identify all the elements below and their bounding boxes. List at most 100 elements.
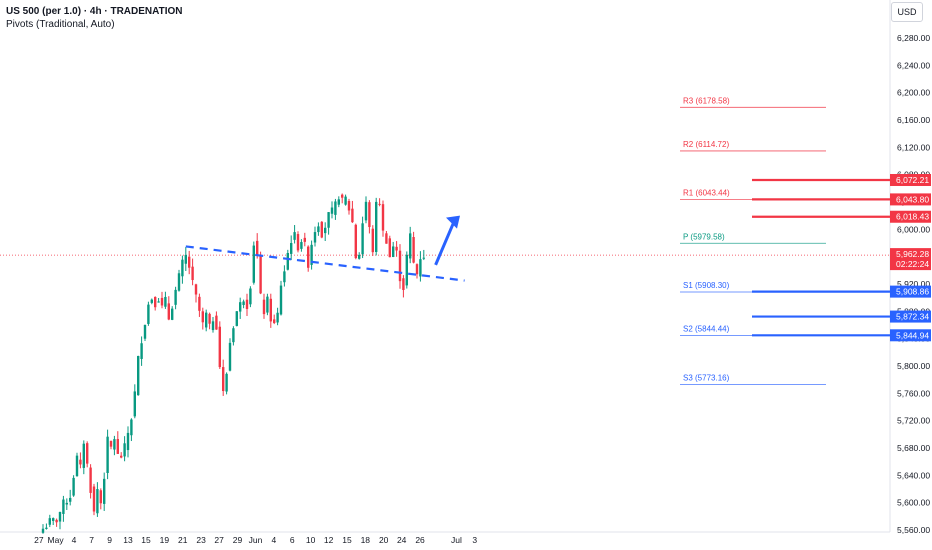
y-tick-label: 5,640.00 (897, 470, 930, 480)
countdown-label: 02:22:24 (896, 259, 929, 269)
candle-body (96, 489, 99, 514)
x-tick-label: 18 (361, 535, 371, 545)
x-tick-label: 4 (72, 535, 77, 545)
candle-body (181, 259, 184, 277)
candle-body (164, 296, 167, 307)
y-tick-label: 5,680.00 (897, 443, 930, 453)
candle-body (126, 432, 130, 451)
candle-body (290, 243, 293, 254)
y-tick-label: 6,200.00 (897, 88, 930, 98)
candle-body (191, 266, 194, 281)
candle-body (130, 419, 133, 436)
x-tick-label: 12 (324, 535, 334, 545)
x-tick-label: 9 (107, 535, 112, 545)
candle-body (239, 302, 242, 312)
x-tick-label: 24 (397, 535, 407, 545)
candle-body (171, 308, 174, 320)
candle-body (409, 233, 412, 259)
candle-body (75, 455, 79, 477)
x-tick-label: 3 (472, 535, 477, 545)
pivot-label-r1: R1 (6043.44) (683, 189, 730, 198)
resistance-level-price-label: 6,072.21 (896, 175, 929, 185)
projection-arrow-shaft (434, 221, 456, 266)
y-tick-label: 5,600.00 (897, 498, 930, 508)
candle-body (317, 226, 320, 233)
candle-body (286, 252, 289, 270)
candle-body (378, 203, 381, 205)
pivot-label-r2: R2 (6114.72) (683, 140, 729, 149)
x-tick-label: May (48, 535, 65, 545)
resistance-level-price-tag (890, 193, 931, 206)
x-tick-label: 27 (34, 535, 44, 545)
x-tick-label: 13 (123, 535, 133, 545)
candle-body (368, 202, 371, 228)
pivot-label-r3: R3 (6178.58) (683, 96, 730, 105)
candle-body (120, 455, 123, 458)
symbol-title[interactable]: US 500 (per 1.0) · 4h · TRADENATION (6, 6, 183, 17)
candle-body (225, 373, 228, 392)
candle-body (48, 518, 51, 525)
candle-body (52, 518, 55, 521)
candle-body (334, 201, 337, 215)
pivot-label-s2: S2 (5844.44) (683, 325, 730, 334)
candle-body (303, 237, 306, 242)
candle-body (402, 278, 405, 291)
support-level-price-label: 5,908.86 (896, 287, 929, 297)
support-level-price-tag (890, 329, 931, 342)
candle-body (371, 228, 374, 253)
x-tick-label: 27 (214, 535, 224, 545)
candle-body (65, 502, 68, 505)
candle-body (218, 326, 221, 368)
candle-body (147, 304, 150, 324)
trendline (185, 245, 465, 282)
candle-body (69, 497, 72, 502)
x-tick-label: 4 (271, 535, 276, 545)
candle-body (58, 512, 62, 522)
candle-body (415, 264, 419, 275)
candle-body (188, 256, 191, 268)
candle-body (157, 301, 160, 303)
candle-body (276, 312, 279, 323)
candle-body (381, 204, 385, 231)
candle-body (307, 246, 310, 268)
x-tick-label: 7 (89, 535, 94, 545)
candle-body (364, 201, 368, 221)
candle-body (412, 237, 415, 263)
candle-body (133, 391, 136, 417)
candle-body (279, 285, 283, 315)
candle-body (398, 250, 402, 282)
currency-button[interactable]: USD (891, 2, 923, 22)
x-tick-label: Jul (451, 535, 462, 545)
support-level-price-label: 5,844.94 (896, 330, 929, 340)
y-tick-label: 5,720.00 (897, 416, 930, 426)
candle-body (252, 245, 255, 283)
candle-body (266, 296, 269, 313)
candle-body (310, 244, 313, 265)
candle-body (242, 301, 245, 306)
candle-body (116, 439, 119, 454)
resistance-level-price-label: 6,043.80 (896, 194, 929, 204)
indicator-label[interactable]: Pivots (Traditional, Auto) (6, 19, 115, 30)
candle-body (143, 324, 147, 339)
candle-body (245, 299, 249, 309)
candle-body (344, 196, 347, 205)
support-level-price-label: 5,872.34 (896, 312, 929, 322)
candle-body (109, 440, 113, 447)
candle-body (358, 254, 361, 259)
candle-body (55, 519, 58, 523)
y-tick-label: 5,560.00 (897, 525, 930, 535)
candle-body (211, 321, 215, 331)
y-tick-label: 5,800.00 (897, 361, 930, 371)
x-tick-label: Jun (249, 535, 263, 545)
y-tick-label: 5,760.00 (897, 388, 930, 398)
candle-body (198, 296, 201, 311)
candle-body (422, 257, 425, 259)
candle-body (347, 201, 351, 211)
x-tick-label: 6 (290, 535, 295, 545)
candle-body (273, 319, 276, 324)
candle-body (375, 201, 378, 252)
support-level-price-tag (890, 310, 931, 323)
candle-body (194, 284, 198, 295)
